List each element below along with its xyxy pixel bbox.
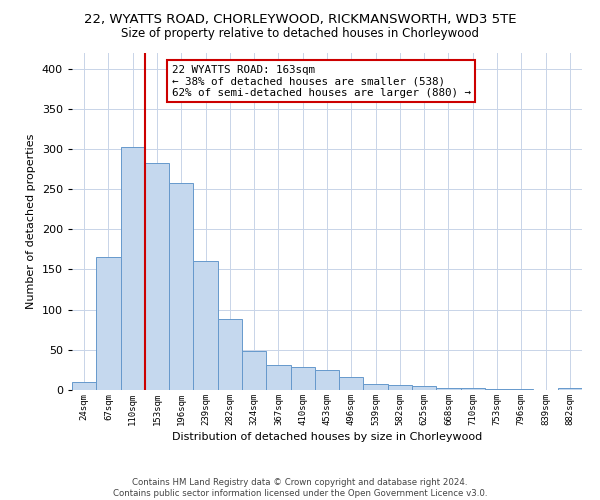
Bar xyxy=(461,388,485,390)
Text: Contains HM Land Registry data © Crown copyright and database right 2024.
Contai: Contains HM Land Registry data © Crown c… xyxy=(113,478,487,498)
Bar xyxy=(169,182,193,390)
Text: 22 WYATTS ROAD: 163sqm
← 38% of detached houses are smaller (538)
62% of semi-de: 22 WYATTS ROAD: 163sqm ← 38% of detached… xyxy=(172,64,470,98)
Bar xyxy=(388,385,412,390)
Bar xyxy=(193,262,218,390)
Y-axis label: Number of detached properties: Number of detached properties xyxy=(26,134,36,309)
Text: 22, WYATTS ROAD, CHORLEYWOOD, RICKMANSWORTH, WD3 5TE: 22, WYATTS ROAD, CHORLEYWOOD, RICKMANSWO… xyxy=(84,12,516,26)
Bar xyxy=(509,389,533,390)
Bar xyxy=(145,162,169,390)
Bar xyxy=(72,382,96,390)
Bar xyxy=(364,384,388,390)
Bar xyxy=(121,146,145,390)
Bar xyxy=(412,386,436,390)
Bar xyxy=(242,352,266,390)
X-axis label: Distribution of detached houses by size in Chorleywood: Distribution of detached houses by size … xyxy=(172,432,482,442)
Bar xyxy=(485,389,509,390)
Bar xyxy=(290,366,315,390)
Bar xyxy=(218,320,242,390)
Bar xyxy=(315,370,339,390)
Text: Size of property relative to detached houses in Chorleywood: Size of property relative to detached ho… xyxy=(121,28,479,40)
Bar xyxy=(339,377,364,390)
Bar xyxy=(558,388,582,390)
Bar xyxy=(96,258,121,390)
Bar xyxy=(266,365,290,390)
Bar xyxy=(436,388,461,390)
